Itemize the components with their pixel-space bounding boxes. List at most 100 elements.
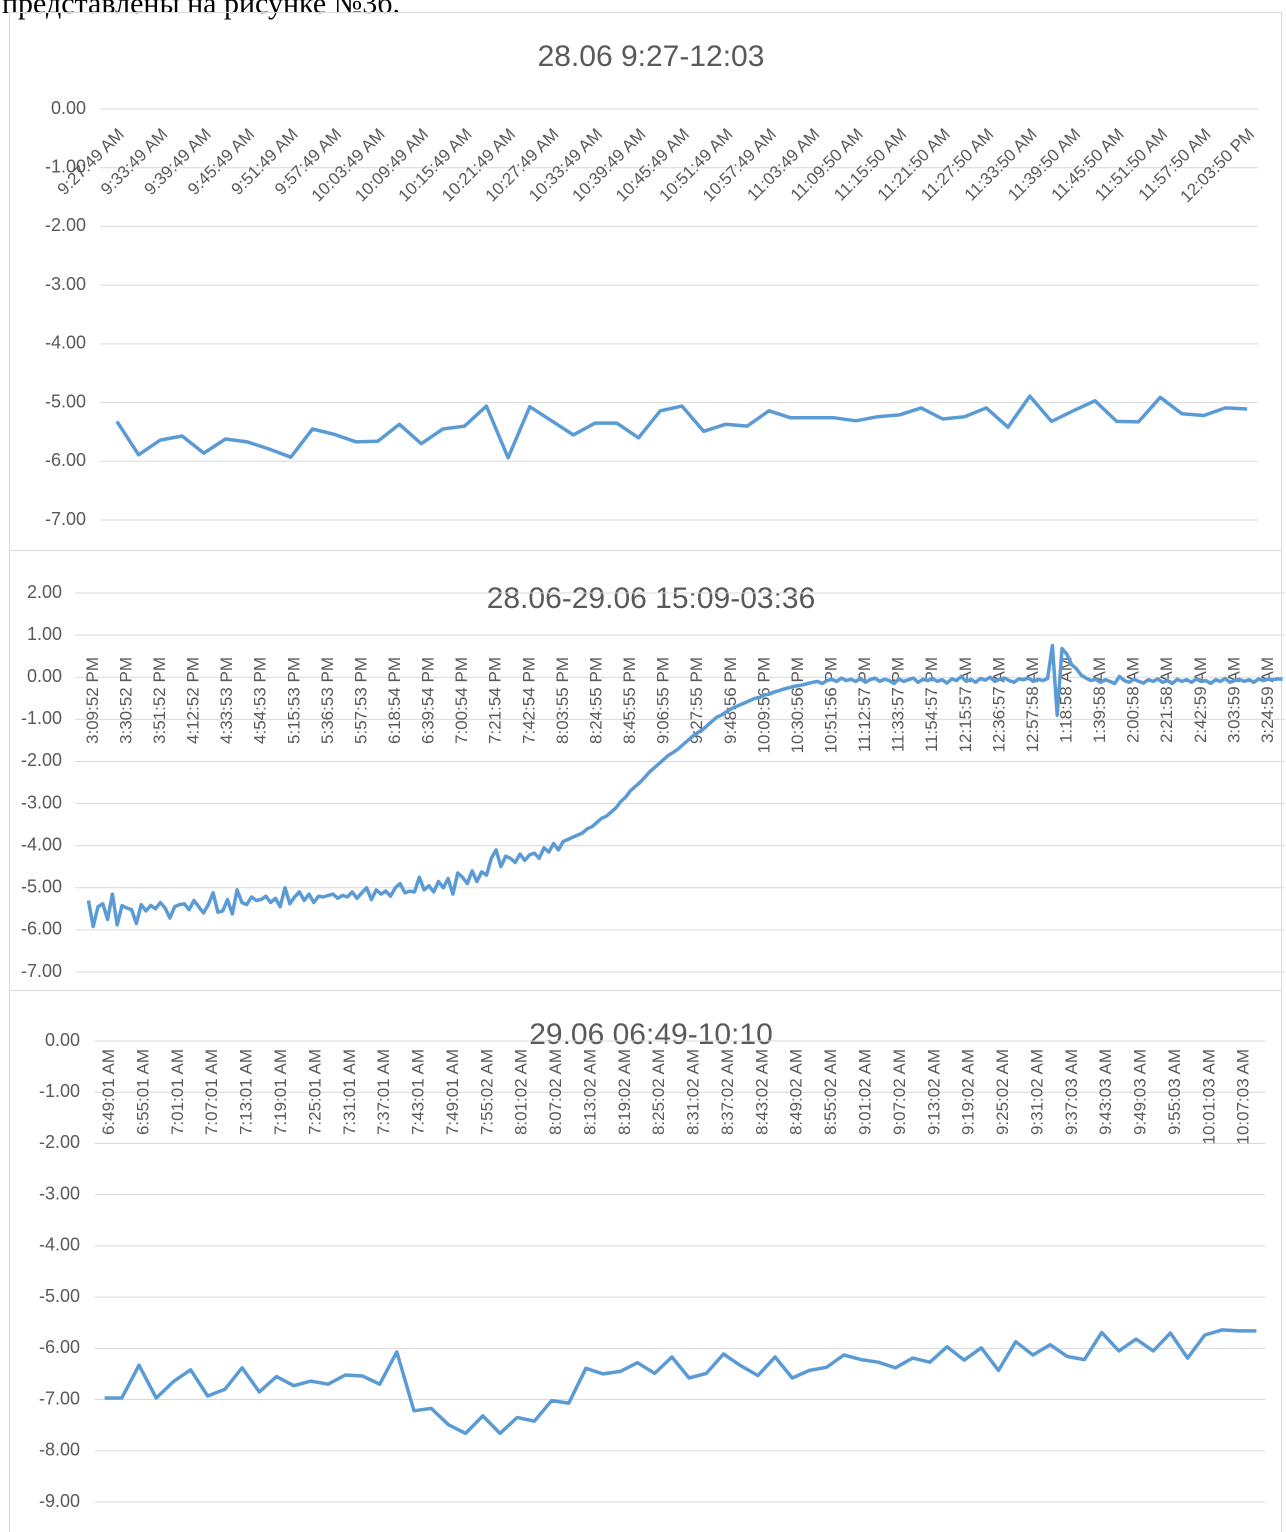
x-tick-label: 8:03:55 PM <box>553 657 572 744</box>
x-tick-label: 7:25:01 AM <box>305 1049 324 1135</box>
x-tick-label: 7:55:02 AM <box>477 1049 496 1135</box>
y-tick-label: -5.00 <box>39 1286 80 1306</box>
y-tick-label: -4.00 <box>21 834 62 854</box>
x-tick-label: 4:54:53 PM <box>251 657 270 744</box>
x-tick-label: 7:00:54 PM <box>452 657 471 744</box>
x-tick-label: 2:21:58 AM <box>1157 657 1176 743</box>
y-tick-label: -1.00 <box>39 1081 80 1101</box>
x-tick-label: 9:01:02 AM <box>855 1049 874 1135</box>
x-tick-label: 8:31:02 AM <box>684 1049 703 1135</box>
x-tick-label: 9:25:02 AM <box>993 1049 1012 1135</box>
x-tick-label: 5:57:53 PM <box>351 657 370 744</box>
x-tick-label: 9:13:02 AM <box>924 1049 943 1135</box>
y-tick-label: -1.00 <box>45 156 86 176</box>
x-tick-label: 8:55:02 AM <box>821 1049 840 1135</box>
x-tick-label: 7:13:01 AM <box>237 1049 256 1135</box>
x-tick-label: 10:07:03 AM <box>1234 1049 1253 1144</box>
x-tick-label: 8:24:55 PM <box>586 657 605 744</box>
x-tick-label: 4:12:52 PM <box>184 657 203 744</box>
x-tick-label: 8:01:02 AM <box>512 1049 531 1135</box>
x-tick-label: 5:36:53 PM <box>318 657 337 744</box>
y-tick-label: -3.00 <box>21 792 62 812</box>
y-tick-label: 2.00 <box>27 582 62 602</box>
x-tick-label: 3:30:52 PM <box>116 657 135 744</box>
x-tick-label: 10:01:03 AM <box>1199 1049 1218 1144</box>
x-tick-label: 8:07:02 AM <box>546 1049 565 1135</box>
x-tick-label: 7:31:01 AM <box>340 1049 359 1135</box>
x-tick-label: 10:09:56 PM <box>754 657 773 753</box>
y-tick-label: -9.00 <box>39 1491 80 1511</box>
x-tick-label: 8:25:02 AM <box>649 1049 668 1135</box>
y-tick-label: -6.00 <box>21 919 62 939</box>
x-tick-label: 3:51:52 PM <box>150 657 169 744</box>
x-tick-label: 8:43:02 AM <box>752 1049 771 1135</box>
x-tick-label: 3:24:59 AM <box>1258 657 1277 743</box>
x-tick-label: 9:49:03 AM <box>1131 1049 1150 1135</box>
y-tick-label: -2.00 <box>39 1132 80 1152</box>
x-tick-label: 11:33:57 PM <box>889 657 908 752</box>
x-tick-label: 7:01:01 AM <box>168 1049 187 1135</box>
chart-frame <box>9 550 1282 991</box>
x-tick-label: 5:15:53 PM <box>284 657 303 744</box>
x-tick-label: 11:54:57 PM <box>922 657 941 752</box>
x-tick-label: 7:42:54 PM <box>519 657 538 744</box>
x-tick-label: 9:07:02 AM <box>890 1049 909 1135</box>
x-tick-label: 9:43:03 AM <box>1096 1049 1115 1135</box>
y-tick-label: -7.00 <box>39 1388 80 1408</box>
x-tick-label: 9:48:56 PM <box>721 657 740 744</box>
y-tick-label: -5.00 <box>21 877 62 897</box>
chart-title: 28.06 9:27-12:03 <box>538 40 765 73</box>
x-tick-label: 9:19:02 AM <box>959 1049 978 1135</box>
y-tick-label: -7.00 <box>45 509 86 529</box>
x-tick-label: 2:42:59 AM <box>1191 657 1210 743</box>
y-tick-label: 0.00 <box>27 666 62 686</box>
y-tick-label: -5.00 <box>45 391 86 411</box>
x-tick-label: 2:00:58 AM <box>1124 657 1143 743</box>
chart-frame <box>9 990 1282 1532</box>
x-tick-label: 9:37:03 AM <box>1062 1049 1081 1135</box>
x-tick-label: 10:30:56 PM <box>788 657 807 753</box>
y-tick-label: -6.00 <box>39 1337 80 1357</box>
x-tick-label: 7:43:01 AM <box>409 1049 428 1135</box>
x-tick-label: 9:27:55 PM <box>687 657 706 744</box>
y-tick-label: -8.00 <box>39 1440 80 1460</box>
x-tick-label: 7:21:54 PM <box>486 657 505 744</box>
x-tick-label: 3:09:52 PM <box>83 657 102 744</box>
x-tick-label: 6:39:54 PM <box>419 657 438 744</box>
x-tick-label: 8:13:02 AM <box>580 1049 599 1135</box>
x-tick-label: 8:37:02 AM <box>718 1049 737 1135</box>
data-line <box>86 643 1283 929</box>
y-tick-label: -2.00 <box>21 750 62 770</box>
y-tick-label: -2.00 <box>45 215 86 235</box>
x-tick-label: 6:49:01 AM <box>99 1049 118 1135</box>
y-tick-label: 1.00 <box>27 624 62 644</box>
x-tick-label: 10:51:56 PM <box>821 657 840 753</box>
x-tick-label: 6:18:54 PM <box>385 657 404 744</box>
data-line <box>104 1328 1257 1436</box>
x-tick-label: 9:06:55 PM <box>654 657 673 744</box>
x-tick-label: 12:57:58 AM <box>1023 657 1042 752</box>
y-tick-label: -4.00 <box>39 1235 80 1255</box>
x-tick-label: 12:15:57 AM <box>956 657 975 752</box>
data-line <box>115 394 1248 460</box>
x-tick-label: 9:55:03 AM <box>1165 1049 1184 1135</box>
y-tick-label: -1.00 <box>21 708 62 728</box>
x-tick-label: 8:45:55 PM <box>620 657 639 744</box>
chart-title: 28.06-29.06 15:09-03:36 <box>487 582 816 615</box>
x-tick-label: 4:33:53 PM <box>217 657 236 744</box>
x-tick-label: 1:39:58 AM <box>1090 657 1109 743</box>
y-tick-label: -3.00 <box>39 1183 80 1203</box>
x-tick-label: 9:31:02 AM <box>1027 1049 1046 1135</box>
y-tick-label: -7.00 <box>21 961 62 981</box>
x-tick-label: 7:07:01 AM <box>202 1049 221 1135</box>
document-text: представлены на рисунке №3б. <box>2 0 400 20</box>
x-tick-label: 11:12:57 PM <box>855 657 874 752</box>
x-tick-label: 12:36:57 AM <box>989 657 1008 752</box>
y-tick-label: 0.00 <box>51 98 86 118</box>
y-tick-label: -6.00 <box>45 450 86 470</box>
x-tick-label: 8:49:02 AM <box>787 1049 806 1135</box>
y-tick-label: -3.00 <box>45 274 86 294</box>
x-tick-label: 7:49:01 AM <box>443 1049 462 1135</box>
chart-frame <box>9 12 1282 551</box>
x-tick-label: 3:03:59 AM <box>1224 657 1243 743</box>
